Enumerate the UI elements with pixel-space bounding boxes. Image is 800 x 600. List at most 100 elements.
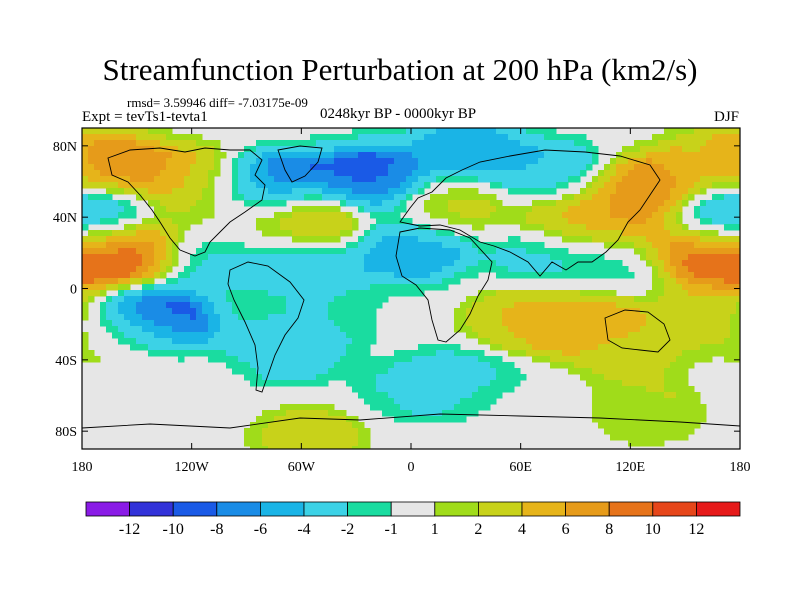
field-cell [520,260,527,267]
field-cell [310,260,317,267]
field-cell [358,332,365,339]
field-cell [280,410,287,417]
field-cell [646,326,653,333]
field-cell [424,392,431,399]
field-cell [154,152,161,159]
field-cell [268,200,275,207]
field-cell [604,410,611,417]
field-cell [352,284,359,291]
field-cell [664,266,671,273]
field-cell [676,278,683,285]
field-cell [508,362,515,369]
field-cell [580,308,587,315]
field-cell [274,416,281,423]
field-cell [676,302,683,309]
field-cell [694,404,701,411]
field-cell [562,230,569,237]
field-cell [316,224,323,231]
field-cell [304,446,311,449]
field-cell [94,158,101,165]
field-cell [172,284,179,291]
field-cell [730,212,737,219]
field-cell [262,170,269,177]
field-cell [334,248,341,255]
field-cell [622,374,629,381]
field-cell [616,326,623,333]
field-cell [124,314,131,321]
field-cell [586,158,593,165]
field-cell [442,200,449,207]
field-cell [286,356,293,363]
field-cell [598,320,605,327]
field-cell [598,206,605,213]
field-cell [598,230,605,237]
field-cell [550,230,557,237]
field-cell [640,254,647,261]
field-cell [364,350,371,357]
field-cell [190,320,197,327]
field-cell [574,308,581,315]
field-cell [484,218,491,225]
field-cell [670,176,677,183]
field-cell [418,236,425,243]
field-cell [376,212,383,219]
field-cell [466,152,473,159]
field-cell [106,260,113,267]
field-cell [568,350,575,357]
field-cell [280,230,287,237]
field-cell [328,374,335,381]
field-cell [364,296,371,303]
field-cell [526,344,533,351]
field-cell [700,272,707,279]
field-cell [382,152,389,159]
field-cell [556,248,563,255]
field-cell [622,338,629,345]
field-cell [706,332,713,339]
field-cell [646,170,653,177]
field-cell [532,128,539,135]
field-cell [652,284,659,291]
field-cell [334,152,341,159]
field-cell [634,422,641,429]
field-cell [394,374,401,381]
field-cell [262,266,269,273]
field-cell [172,170,179,177]
field-cell [556,320,563,327]
field-cell [460,326,467,333]
field-cell [88,350,95,357]
field-cell [538,356,545,363]
field-cell [478,260,485,267]
field-cell [322,404,329,411]
field-cell [304,374,311,381]
field-cell [112,212,119,219]
field-cell [370,278,377,285]
field-cell [304,218,311,225]
field-cell [628,314,635,321]
field-cell [670,266,677,273]
field-cell [400,248,407,255]
field-cell [226,332,233,339]
field-cell [568,338,575,345]
field-cell [646,260,653,267]
field-cell [280,170,287,177]
field-cell [532,254,539,261]
field-cell [346,182,353,189]
field-cell [454,254,461,261]
field-cell [454,320,461,327]
field-cell [256,224,263,231]
field-cell [298,356,305,363]
field-cell [286,218,293,225]
field-cell [460,374,467,381]
field-cell [436,194,443,201]
field-cell [676,416,683,423]
field-cell [112,248,119,255]
field-cell [274,284,281,291]
field-cell [196,260,203,267]
field-cell [520,308,527,315]
field-cell [394,392,401,399]
field-cell [430,284,437,291]
field-cell [208,338,215,345]
field-cell [508,170,515,177]
field-cell [370,236,377,243]
field-cell [316,416,323,423]
